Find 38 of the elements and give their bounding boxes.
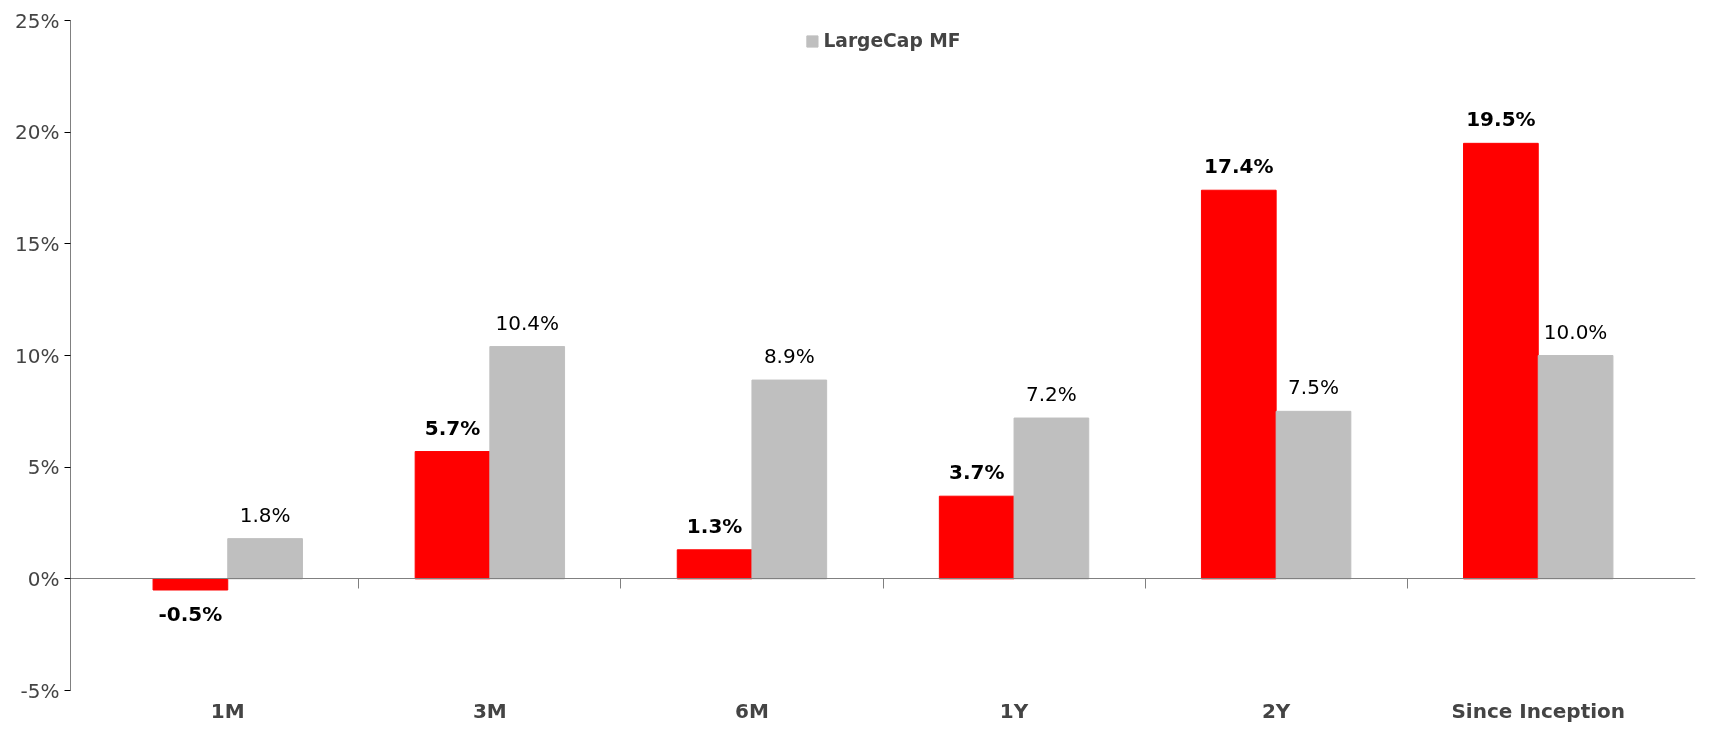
y-tick-label: 25% [15, 8, 60, 33]
x-tick-label: 1Y [999, 698, 1029, 723]
x-tick-label: 2Y [1261, 698, 1291, 723]
data-label: 1.8% [239, 502, 291, 527]
bar [938, 495, 1015, 580]
data-label: 19.5% [1466, 107, 1536, 132]
bar [1200, 189, 1277, 580]
y-tick-label: 10% [15, 343, 60, 368]
legend-label: LargeCap MF [823, 30, 961, 51]
bar [489, 346, 566, 580]
data-label: 10.4% [495, 310, 559, 335]
data-label: 7.2% [1025, 382, 1077, 407]
x-tick-label: Since Inception [1451, 698, 1626, 723]
bar [414, 451, 491, 580]
x-tick-label: 1M [210, 698, 245, 723]
bar [676, 549, 753, 580]
data-label: 5.7% [424, 415, 481, 440]
x-tick-label: 3M [472, 698, 507, 723]
data-label: 17.4% [1204, 154, 1274, 179]
data-label: -0.5% [158, 602, 223, 626]
y-tick-label: -5% [20, 678, 60, 703]
bar [1013, 417, 1090, 580]
y-tick-label: 20% [15, 120, 60, 145]
data-label: 7.5% [1288, 375, 1339, 400]
y-tick-label: 0% [27, 566, 60, 591]
bar [152, 578, 229, 591]
y-tick-label: 15% [15, 231, 60, 256]
data-label: 10.0% [1543, 319, 1608, 344]
bar [1537, 355, 1614, 580]
bar [227, 538, 303, 580]
bar [1275, 410, 1352, 580]
y-tick-label: 5% [27, 455, 60, 480]
data-label: 8.9% [763, 344, 815, 369]
data-label: 3.7% [948, 460, 1005, 485]
bar [751, 379, 828, 580]
bar [1463, 142, 1539, 580]
data-label: 1.3% [686, 513, 743, 538]
x-tick-label: 6M [735, 698, 769, 723]
